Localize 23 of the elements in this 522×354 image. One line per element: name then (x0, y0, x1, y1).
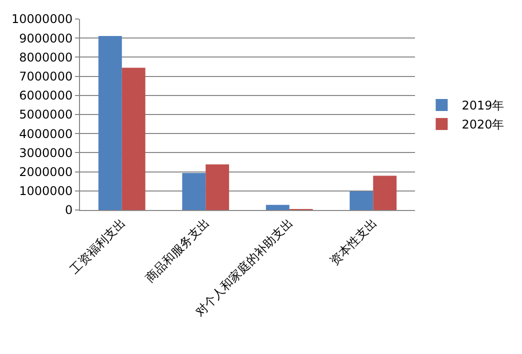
y-tick-label: 10000000 (12, 12, 73, 26)
x-tick-label: 资本性支出 (327, 216, 380, 268)
bar (350, 191, 374, 210)
bar (266, 204, 290, 210)
bar (122, 68, 146, 210)
y-tick-label: 9000000 (19, 31, 73, 46)
y-tick-label: 2000000 (19, 165, 73, 179)
y-tick-label: 0 (64, 203, 73, 218)
bar (206, 164, 230, 210)
y-tick-label: 1000000 (19, 184, 73, 198)
y-tick-label: 3000000 (19, 146, 73, 160)
y-tick-label: 7000000 (19, 70, 73, 84)
legend-label: 2020年 (462, 118, 504, 132)
y-tick-label: 6000000 (19, 88, 73, 103)
x-tick-label: 商品和服务支出 (142, 216, 212, 286)
y-tick-label: 4000000 (19, 126, 73, 141)
bar (182, 172, 206, 210)
bar (98, 36, 122, 210)
bar (373, 176, 397, 210)
x-tick-label: 工资福利支出 (67, 216, 128, 277)
legend-label: 2019年 (462, 98, 504, 113)
y-tick-label: 5000000 (19, 108, 73, 122)
y-tick-label: 8000000 (19, 50, 73, 64)
